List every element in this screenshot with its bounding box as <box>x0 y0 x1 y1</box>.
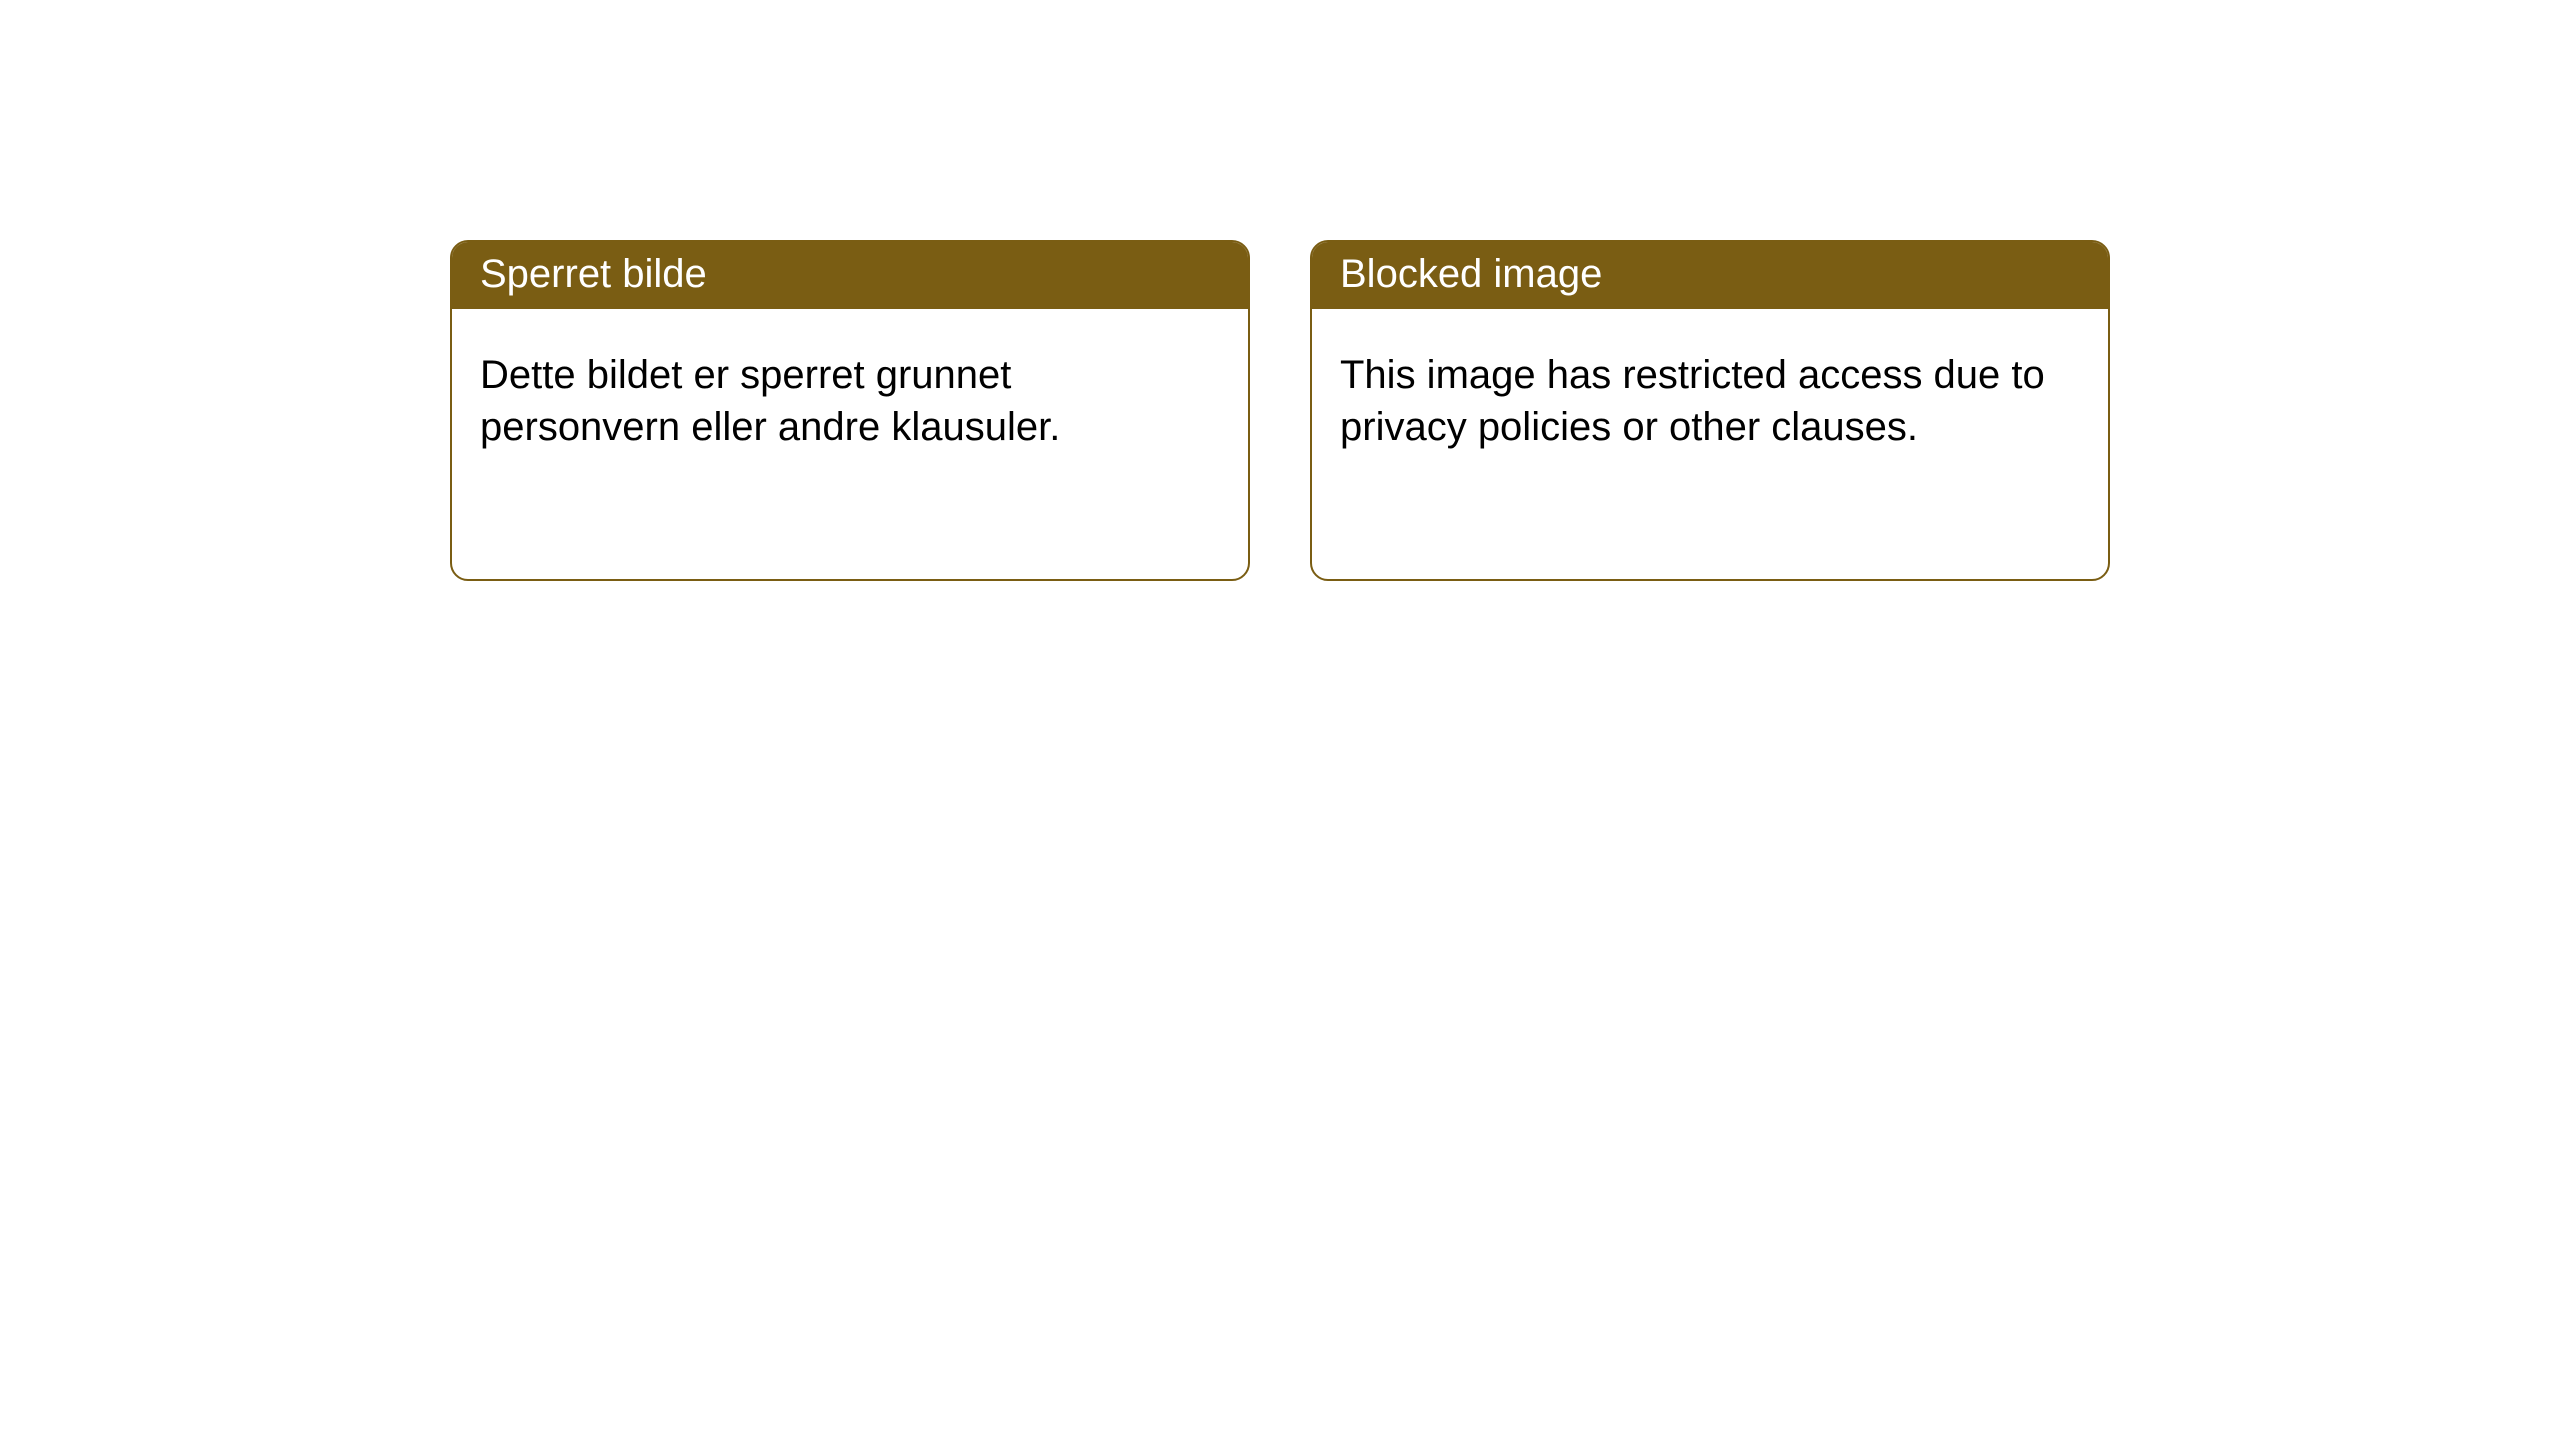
notice-header-en: Blocked image <box>1312 242 2108 309</box>
notice-header-no: Sperret bilde <box>452 242 1248 309</box>
notice-body-en: This image has restricted access due to … <box>1312 309 2108 579</box>
notice-box-no: Sperret bilde Dette bildet er sperret gr… <box>450 240 1250 581</box>
notice-container: Sperret bilde Dette bildet er sperret gr… <box>0 0 2560 581</box>
notice-box-en: Blocked image This image has restricted … <box>1310 240 2110 581</box>
notice-body-no: Dette bildet er sperret grunnet personve… <box>452 309 1248 579</box>
